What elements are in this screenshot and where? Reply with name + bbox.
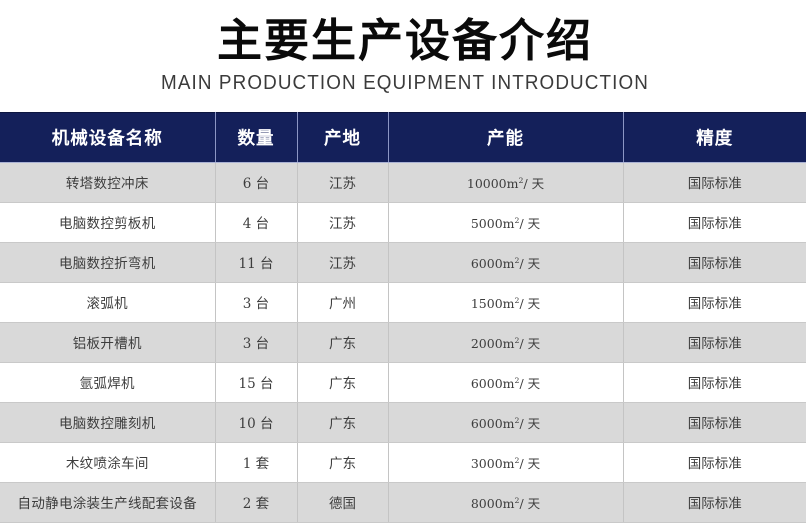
equipment-table: 机械设备名称 数量 产地 产能 精度 转塔数控冲床 6 台江苏 10000m2/ 天… — [0, 111, 806, 523]
cell-quantity: 11 台 — [215, 242, 298, 283]
cell-precision: 国际标准 — [623, 362, 806, 403]
cell-precision: 国际标准 — [623, 402, 806, 443]
table-row: 转塔数控冲床 6 台江苏 10000m2/ 天 国际标准 — [0, 162, 806, 203]
cell-quantity: 10 台 — [215, 402, 298, 443]
cell-equipment-name: 电脑数控折弯机 — [0, 242, 216, 283]
table-row: 滚弧机 3 台广州 1500m2/ 天 国际标准 — [0, 282, 806, 323]
cell-precision: 国际标准 — [623, 442, 806, 483]
cell-equipment-name: 转塔数控冲床 — [0, 162, 216, 203]
cell-capacity: 10000m2/ 天 — [388, 162, 624, 203]
table-body: 转塔数控冲床 6 台江苏 10000m2/ 天国际标准 电脑数控剪板机 4 台江苏 500… — [0, 162, 806, 523]
cell-origin: 广州 — [297, 282, 389, 323]
cell-equipment-name: 木纹喷涂车间 — [0, 442, 216, 483]
column-header-precision: 精度 — [623, 111, 806, 163]
cell-origin: 德国 — [297, 482, 389, 523]
cell-equipment-name: 自动静电涂装生产线配套设备 — [0, 482, 216, 523]
cell-precision: 国际标准 — [623, 202, 806, 243]
cell-equipment-name: 滚弧机 — [0, 282, 216, 323]
cell-quantity: 15 台 — [215, 362, 298, 403]
cell-quantity: 6 台 — [215, 162, 298, 203]
cell-origin: 广东 — [297, 322, 389, 363]
cell-precision: 国际标准 — [623, 322, 806, 363]
cell-capacity: 6000m2/ 天 — [388, 402, 624, 443]
cell-origin: 江苏 — [297, 162, 389, 203]
column-header-capacity: 产能 — [388, 111, 624, 163]
cell-origin: 江苏 — [297, 242, 389, 283]
capacity-value: 10000m2/ 天 — [466, 175, 545, 191]
cell-quantity: 3 台 — [215, 322, 298, 363]
cell-quantity: 3 台 — [215, 282, 298, 323]
table-header: 机械设备名称 数量 产地 产能 精度 — [0, 111, 806, 163]
table-row: 铝板开槽机 3 台广东 2000m2/ 天 国际标准 — [0, 322, 806, 363]
table-row: 电脑数控雕刻机 10 台广东 6000m2/ 天 国际标准 — [0, 402, 806, 443]
cell-quantity: 2 套 — [215, 482, 298, 523]
cell-capacity: 5000m2/ 天 — [388, 202, 624, 243]
cell-origin: 广东 — [297, 402, 389, 443]
table-row: 氩弧焊机 15 台广东 6000m2/ 天 国际标准 — [0, 362, 806, 403]
cell-quantity: 4 台 — [215, 202, 298, 243]
cell-origin: 广东 — [297, 362, 389, 403]
capacity-value: 6000m2/ 天 — [470, 375, 541, 391]
cell-equipment-name: 铝板开槽机 — [0, 322, 216, 363]
table-row: 自动静电涂装生产线配套设备 2 套德国 8000m2/ 天 国际标准 — [0, 482, 806, 523]
cell-capacity: 6000m2/ 天 — [388, 242, 624, 283]
cell-origin: 广东 — [297, 442, 389, 483]
page-subtitle: MAIN PRODUCTION EQUIPMENT INTRODUCTION — [161, 70, 649, 94]
cell-precision: 国际标准 — [623, 282, 806, 323]
capacity-value: 5000m2/ 天 — [470, 215, 541, 231]
cell-capacity: 6000m2/ 天 — [388, 362, 624, 403]
column-header-quantity: 数量 — [215, 111, 298, 163]
cell-quantity: 1 套 — [215, 442, 298, 483]
cell-precision: 国际标准 — [623, 242, 806, 283]
table-row: 电脑数控折弯机 11 台江苏 6000m2/ 天 国际标准 — [0, 242, 806, 283]
cell-capacity: 1500m2/ 天 — [388, 282, 624, 323]
cell-capacity: 8000m2/ 天 — [388, 482, 624, 523]
cell-capacity: 2000m2/ 天 — [388, 322, 624, 363]
table-row: 电脑数控剪板机 4 台江苏 5000m2/ 天 国际标准 — [0, 202, 806, 243]
capacity-value: 6000m2/ 天 — [470, 255, 541, 271]
cell-equipment-name: 电脑数控剪板机 — [0, 202, 216, 243]
capacity-value: 2000m2/ 天 — [470, 335, 541, 351]
capacity-value: 8000m2/ 天 — [470, 495, 541, 511]
capacity-value: 3000m2/ 天 — [470, 455, 541, 471]
column-header-name: 机械设备名称 — [0, 111, 216, 163]
table-header-row: 机械设备名称 数量 产地 产能 精度 — [0, 111, 806, 163]
cell-precision: 国际标准 — [623, 162, 806, 203]
cell-equipment-name: 氩弧焊机 — [0, 362, 216, 403]
cell-equipment-name: 电脑数控雕刻机 — [0, 402, 216, 443]
page-title: 主要生产设备介绍 — [216, 14, 593, 67]
cell-precision: 国际标准 — [623, 482, 806, 523]
page-heading: 主要生产设备介绍 MAIN PRODUCTION EQUIPMENT INTRO… — [0, 0, 810, 95]
equipment-table-wrapper: 机械设备名称 数量 产地 产能 精度 转塔数控冲床 6 台江苏 10000m2/ 天… — [0, 111, 810, 523]
cell-origin: 江苏 — [297, 202, 389, 243]
capacity-value: 6000m2/ 天 — [470, 415, 541, 431]
capacity-value: 1500m2/ 天 — [470, 295, 541, 311]
table-row: 木纹喷涂车间 1 套广东 3000m2/ 天 国际标准 — [0, 442, 806, 483]
column-header-origin: 产地 — [297, 111, 389, 163]
cell-capacity: 3000m2/ 天 — [388, 442, 624, 483]
